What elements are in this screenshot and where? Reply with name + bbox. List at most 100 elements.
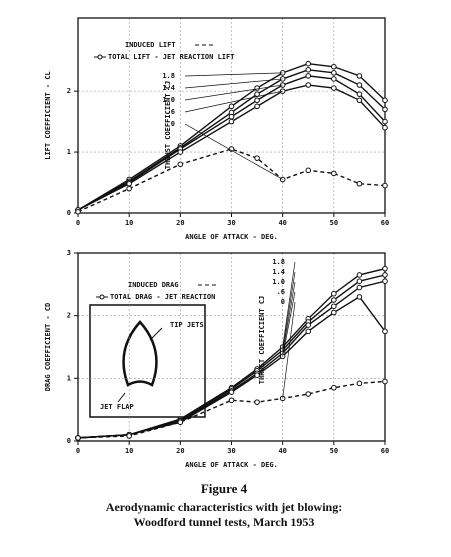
label-leader [184,90,283,113]
plot-frame [77,17,386,214]
data-point [356,91,363,97]
series-line [77,380,386,439]
y-axis-label: LIFT COEFFICIENT - CL [44,71,52,160]
label-leader [282,301,296,399]
y-tick-label: 0 [67,209,71,217]
series-label: 1.4 [162,84,175,92]
data-point [279,176,286,183]
y-tick-label: 0 [67,437,71,445]
data-point [356,180,363,187]
x-tick-label: 0 [76,447,80,455]
label-leader [184,123,283,180]
data-point [356,82,363,88]
series-line [77,69,386,211]
data-point [331,170,337,177]
data-point [356,380,363,387]
data-point [126,185,132,192]
y-tick-label: 1 [67,148,71,156]
data-point [228,118,235,125]
data-point [382,272,388,278]
y-axis-label: DRAG COEFFICIENT - CD [44,303,52,392]
x-tick-label: 40 [278,219,286,227]
series-label: .6 [277,288,285,296]
x-tick-label: 0 [76,219,80,227]
x-tick-label: 10 [125,219,133,227]
series-label: 1.4 [272,268,285,276]
data-point [331,63,337,70]
data-point [331,309,337,316]
data-point [177,419,184,426]
x-tick-label: 20 [176,447,184,455]
label-leader [184,72,283,77]
x-tick-label: 50 [330,447,338,455]
data-point [305,391,312,397]
data-point [228,389,235,395]
label-leader [282,271,296,351]
series-label: 0 [171,120,175,128]
data-point [126,180,132,187]
data-point [382,124,388,131]
plot-frame [77,252,386,442]
annotation: INDUCED LIFT [125,41,176,49]
x-tick-label: 60 [381,219,389,227]
data-point [356,294,363,300]
data-point [228,113,235,120]
legend-marker [99,294,105,300]
data-point [382,378,388,385]
data-point [305,60,312,67]
label-leader [184,78,283,89]
series-label: .6 [167,108,175,116]
x-tick-label: 40 [278,447,286,455]
data-point [75,208,81,215]
data-point [382,106,388,113]
figure-number: Figure 4 [201,481,248,496]
data-point [305,322,312,328]
inset-label: TIP JETS [170,321,204,329]
data-point [382,265,388,272]
inset-box [89,304,206,418]
data-point [382,328,388,335]
data-point [254,155,260,161]
data-point [331,297,337,303]
data-point [228,397,235,404]
y-tick-label: 3 [67,249,71,257]
series-label: 1.0 [162,96,175,104]
series-label: 0 [281,298,285,306]
data-point [331,384,337,391]
x-tick-label: 50 [330,219,338,227]
x-tick-label: 30 [227,219,235,227]
data-point [356,284,363,291]
annotation: TOTAL DRAG - JET REACTION [110,293,215,301]
annotation: TOTAL LIFT - JET REACTION LIFT [108,53,234,61]
data-point [305,73,312,79]
data-point [75,435,81,441]
x-tick-label: 60 [381,447,389,455]
y-tick-label: 1 [67,374,71,382]
label-leader [282,281,296,354]
data-point [305,167,312,174]
planform-shape [122,320,158,387]
series-line [77,84,386,211]
data-point [305,82,312,88]
thrust-label: THRUST COEFFICIENT CJ [164,81,172,170]
data-point [331,303,337,310]
series-label: 1.8 [272,258,285,266]
data-point [177,149,184,155]
data-point [356,278,363,285]
caption-line: Aerodynamic characteristics with jet blo… [106,500,342,514]
data-point [254,372,260,379]
series-line [77,148,386,213]
label-leader [184,84,283,101]
y-tick-label: 2 [67,87,71,95]
data-point [382,97,388,104]
x-tick-label: 30 [227,447,235,455]
annotation: INDUCED DRAG [128,281,179,289]
x-tick-label: 20 [176,219,184,227]
label-leader [282,261,296,348]
data-point [228,103,235,110]
data-point [331,76,337,82]
data-point [382,118,388,125]
data-point [254,91,260,97]
